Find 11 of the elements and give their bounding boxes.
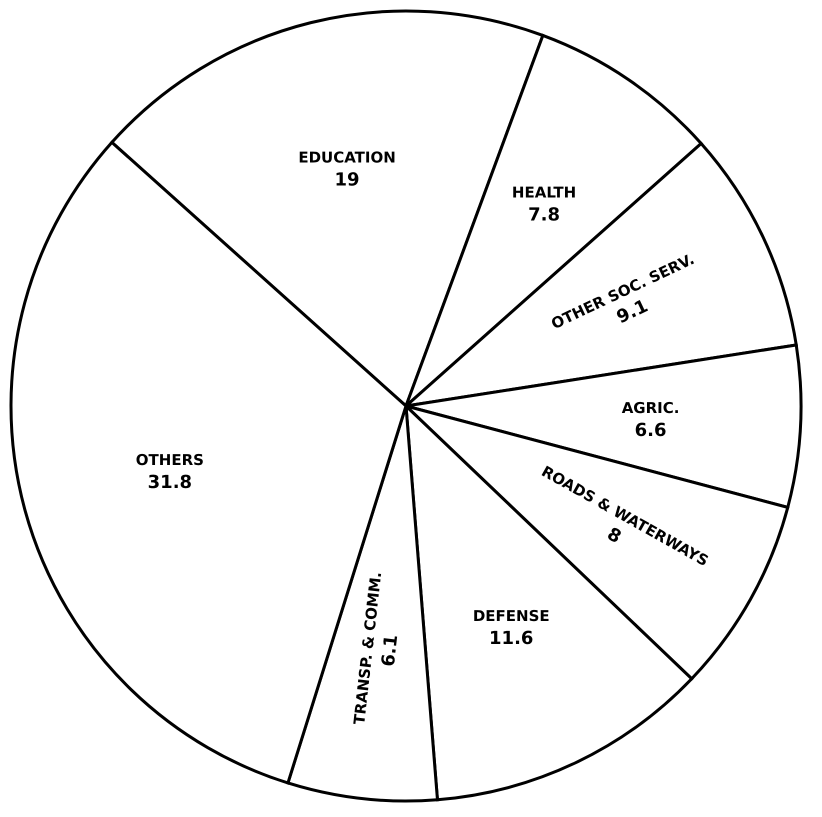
slice-label: DEFENSE: [472, 607, 550, 626]
data-label: 7.8: [528, 204, 560, 226]
slice-label: EDUCATION: [298, 148, 396, 166]
data-label: 19: [334, 169, 360, 190]
data-label: 6.1: [378, 634, 402, 668]
slice-label: AGRIC.: [622, 398, 680, 417]
data-label: 11.6: [489, 628, 534, 650]
data-label: 31.8: [148, 472, 192, 493]
data-label: 6.6: [634, 420, 667, 441]
slice-label: HEALTH: [512, 184, 576, 202]
slice-label: OTHERS: [136, 450, 204, 469]
